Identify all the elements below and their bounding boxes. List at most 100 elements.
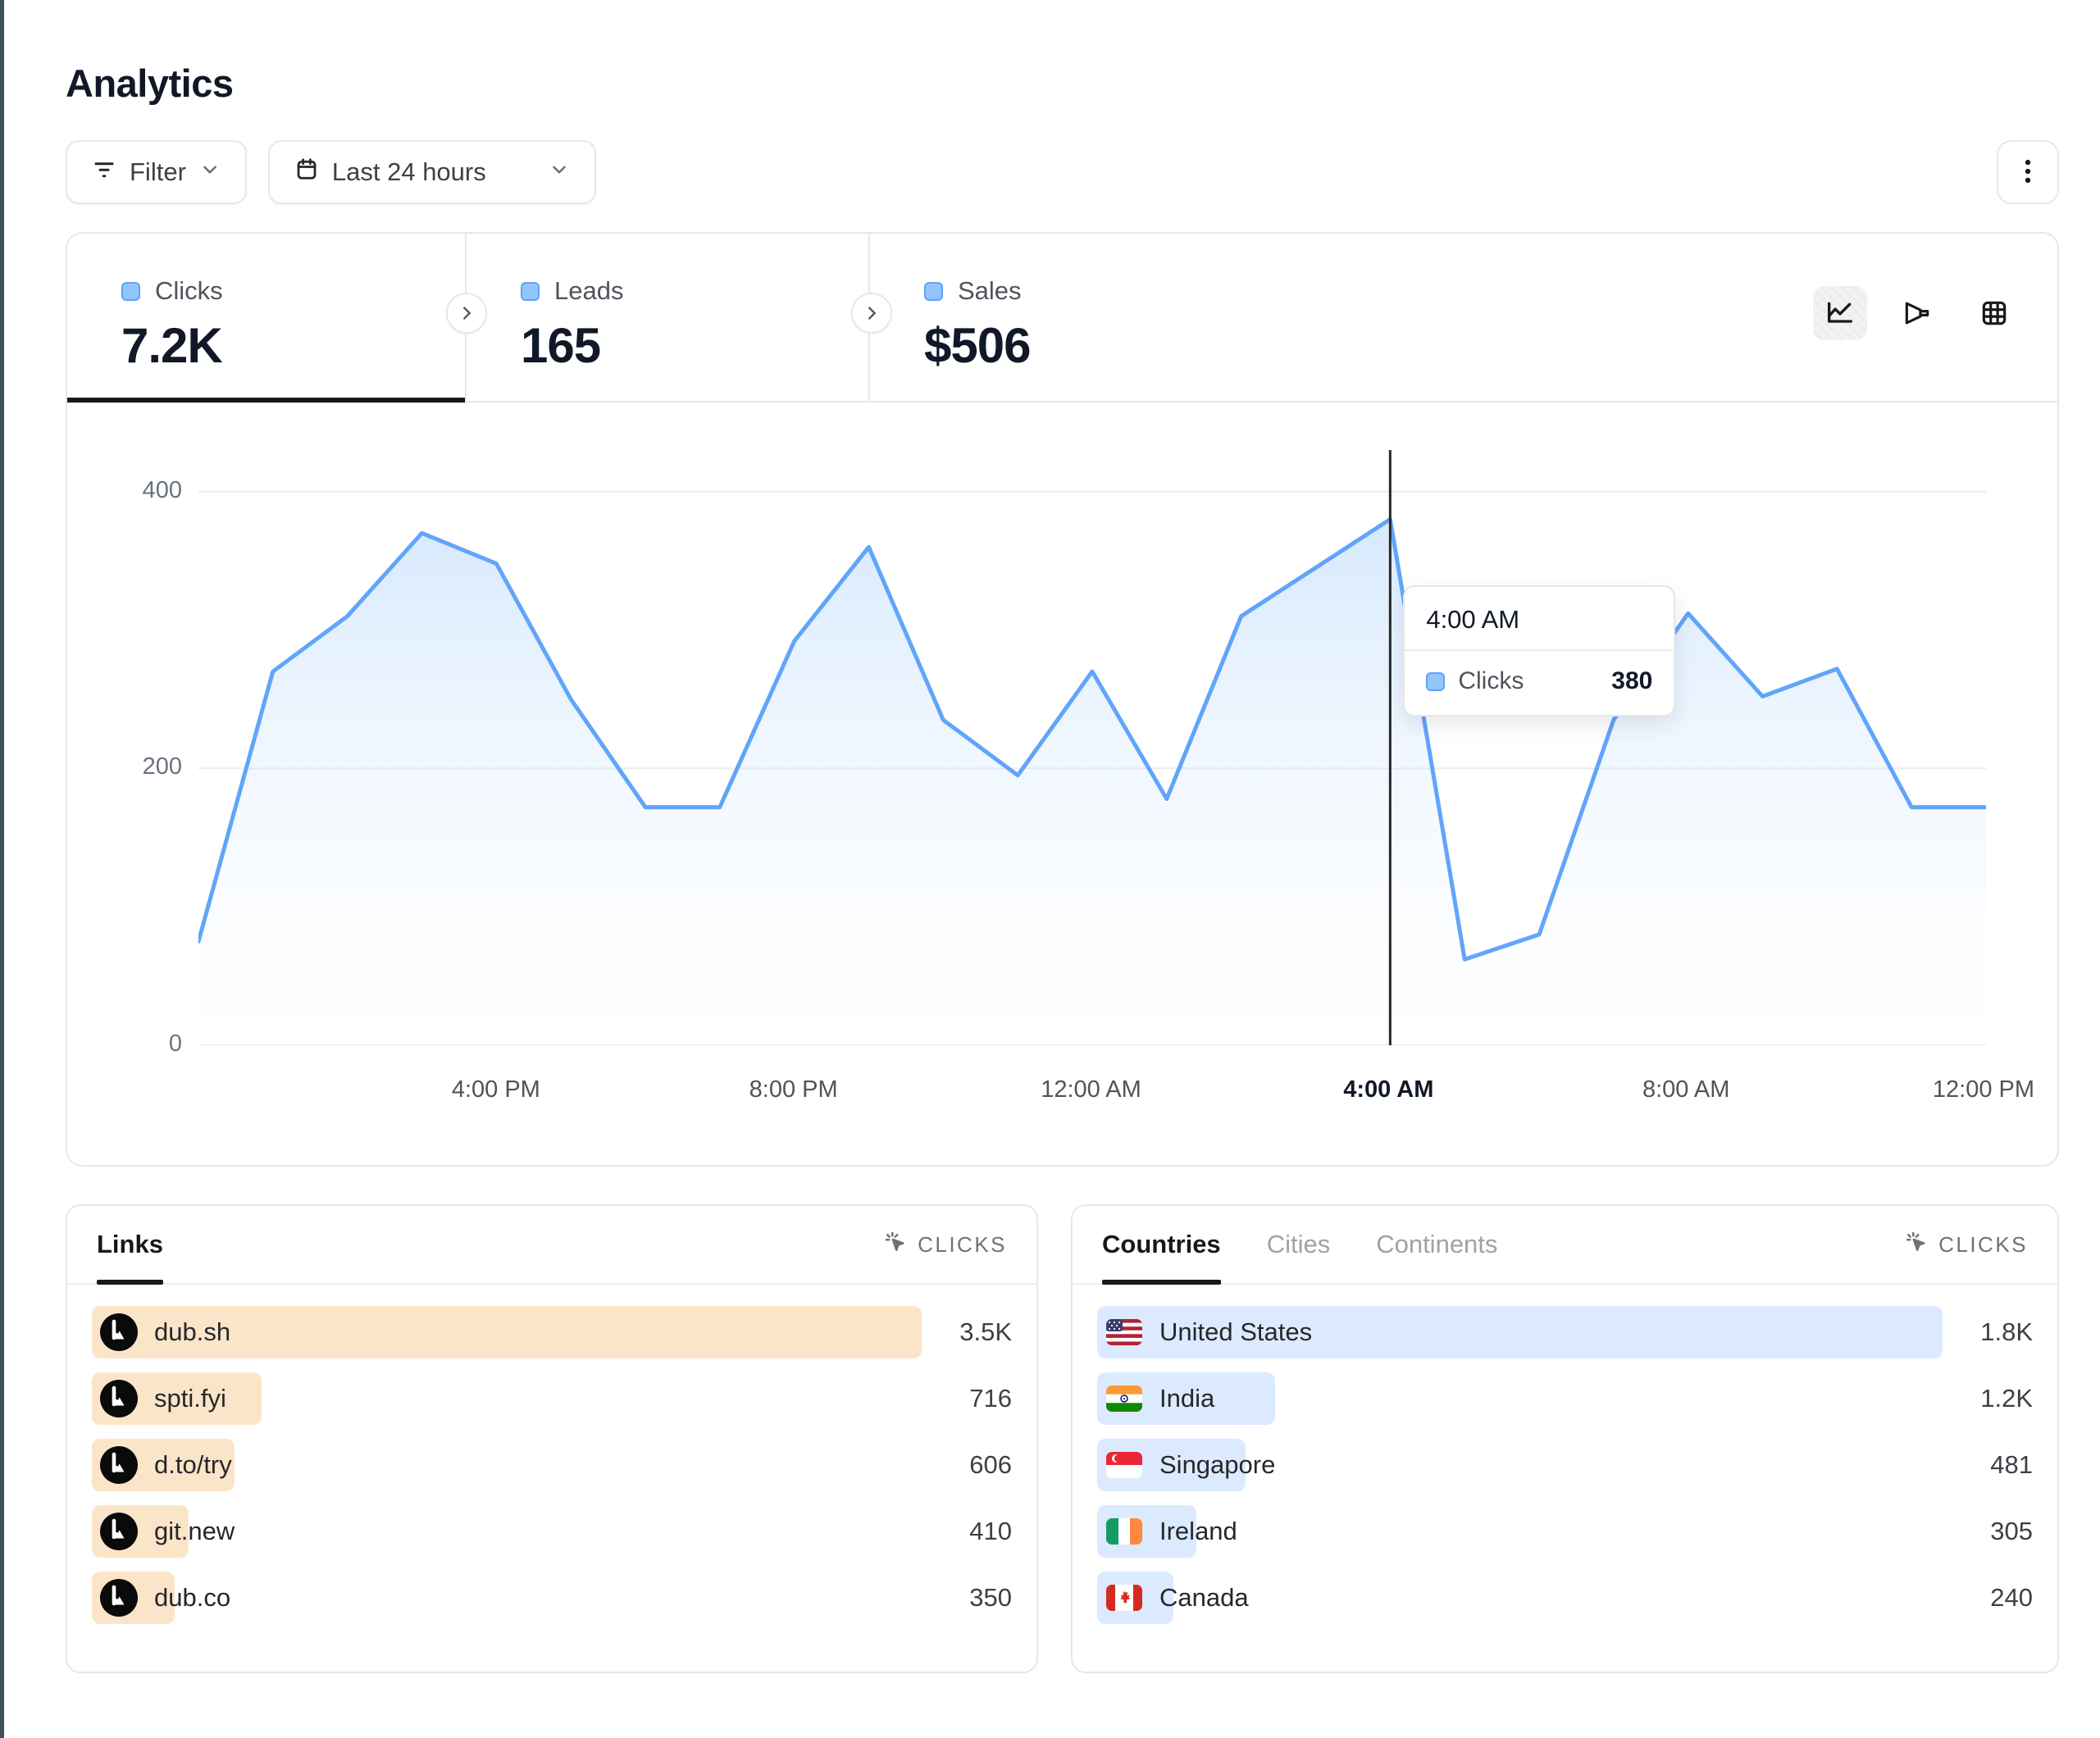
x-tick-label: 8:00 AM xyxy=(1642,1076,1730,1103)
in-flag-icon xyxy=(1105,1380,1143,1417)
item-label: dub.sh xyxy=(154,1317,231,1346)
x-tick-label: 12:00 AM xyxy=(1041,1076,1141,1103)
date-range-label: Last 24 hours xyxy=(331,157,486,186)
filter-button[interactable]: Filter xyxy=(66,140,247,204)
ca-flag-icon xyxy=(1105,1579,1143,1617)
locations-metric-header[interactable]: CLICKS xyxy=(1904,1206,2028,1283)
item-value: 350 xyxy=(969,1583,1012,1612)
window-edge xyxy=(0,0,4,1738)
item-value: 606 xyxy=(969,1450,1012,1479)
y-tick-label: 0 xyxy=(168,1031,182,1057)
list-item-git-new[interactable]: git.new 410 xyxy=(92,1505,1012,1558)
page-title: Analytics xyxy=(66,61,234,105)
item-label: Singapore xyxy=(1159,1450,1276,1479)
item-value: 716 xyxy=(969,1384,1012,1413)
list-item-d-to-try[interactable]: d.to/try 606 xyxy=(92,1439,1012,1491)
chevron-down-icon xyxy=(199,157,221,187)
list-item-united-states[interactable]: United States 1.8K xyxy=(1097,1306,2033,1358)
chart-tooltip: 4:00 AM Clicks 380 xyxy=(1403,585,1676,717)
item-label: India xyxy=(1159,1384,1215,1413)
x-tick-label: 8:00 PM xyxy=(749,1076,838,1103)
stat-value: 7.2K xyxy=(121,318,223,373)
dub-logo-icon xyxy=(100,1446,138,1484)
cursor-click-icon xyxy=(1904,1230,1929,1260)
item-label: dub.co xyxy=(154,1583,231,1612)
list-item-dub-co[interactable]: dub.co 350 xyxy=(92,1572,1012,1624)
ie-flag-icon xyxy=(1105,1513,1143,1550)
metric-label: CLICKS xyxy=(918,1231,1007,1257)
line-chart-view-button[interactable] xyxy=(1813,286,1867,340)
stat-value: 165 xyxy=(521,318,601,373)
item-value: 481 xyxy=(1990,1450,2033,1479)
item-label: d.to/try xyxy=(154,1450,232,1479)
links-panel: Links CLICKS dub.sh 3.5K spti.fyi 716 xyxy=(66,1204,1038,1673)
sg-flag-icon xyxy=(1105,1446,1143,1484)
item-label: United States xyxy=(1159,1317,1313,1346)
table-view-button[interactable] xyxy=(1967,286,2021,340)
tooltip-series-swatch-icon xyxy=(1426,671,1446,691)
x-axis: 4:00 PM 8:00 PM 12:00 AM 4:00 AM 8:00 AM 12:0… xyxy=(198,1045,2034,1119)
tab-leads[interactable]: Leads 165 xyxy=(467,234,870,401)
more-options-button[interactable] xyxy=(1997,140,2059,204)
x-tick-label: 4:00 AM xyxy=(1343,1076,1434,1103)
dub-logo-icon xyxy=(100,1513,138,1550)
chevron-down-icon xyxy=(549,157,570,187)
list-item-canada[interactable]: Canada 240 xyxy=(1097,1572,2033,1624)
item-value: 1.8K xyxy=(1980,1317,2033,1346)
item-value: 410 xyxy=(969,1517,1012,1545)
dub-logo-icon xyxy=(100,1313,138,1351)
links-metric-header[interactable]: CLICKS xyxy=(883,1206,1007,1283)
clicks-area-chart[interactable]: 0 200 400 4:00 PM 8:00 PM 12:00 AM 4:00 AM 8:0… xyxy=(143,450,2034,1103)
clicks-swatch-icon xyxy=(121,281,140,301)
chart-view-switcher xyxy=(1813,286,2021,340)
stat-divider-chevron-button[interactable] xyxy=(851,293,892,334)
us-flag-icon xyxy=(1105,1313,1143,1351)
stat-label: Leads xyxy=(554,276,624,305)
tooltip-series-label: Clicks xyxy=(1458,667,1524,694)
tab-sales[interactable]: Sales $506 xyxy=(870,234,2057,401)
stat-value: $506 xyxy=(924,318,1031,373)
y-axis: 0 200 400 xyxy=(92,450,182,1057)
analytics-chart-card: Clicks 7.2K Leads 165 Sales $506 xyxy=(66,232,2059,1167)
tab-links[interactable]: Links xyxy=(97,1206,163,1285)
toolbar: Filter Last 24 hours xyxy=(66,140,2059,204)
value-bar xyxy=(1097,1306,1943,1358)
sales-swatch-icon xyxy=(924,281,943,301)
y-tick-label: 200 xyxy=(142,753,182,780)
tab-cities[interactable]: Cities xyxy=(1266,1230,1331,1258)
item-value: 1.2K xyxy=(1980,1384,2033,1413)
item-label: git.new xyxy=(154,1517,235,1545)
cursor-click-icon xyxy=(883,1230,908,1260)
metric-label: CLICKS xyxy=(1938,1231,2028,1257)
locations-panel: Countries Cities Continents CLICKS United … xyxy=(1071,1204,2059,1673)
x-tick-label: 4:00 PM xyxy=(451,1076,540,1103)
chart-plot xyxy=(198,450,1986,1045)
item-label: Canada xyxy=(1159,1583,1249,1612)
dub-logo-icon xyxy=(100,1380,138,1417)
list-item-ireland[interactable]: Ireland 305 xyxy=(1097,1505,2033,1558)
list-item-dub-sh[interactable]: dub.sh 3.5K xyxy=(92,1306,1012,1358)
funnel-view-button[interactable] xyxy=(1890,286,1944,340)
stat-divider-chevron-button[interactable] xyxy=(446,293,487,334)
list-item-spti-fyi[interactable]: spti.fyi 716 xyxy=(92,1372,1012,1425)
calendar-icon xyxy=(294,157,319,188)
list-item-india[interactable]: India 1.2K xyxy=(1097,1372,2033,1425)
item-value: 305 xyxy=(1990,1517,2033,1545)
stats-header: Clicks 7.2K Leads 165 Sales $506 xyxy=(67,234,2057,403)
x-tick-label: 12:00 PM xyxy=(1932,1076,2035,1103)
value-bar xyxy=(92,1306,922,1358)
tooltip-series-value: 380 xyxy=(1611,667,1653,694)
stat-label: Clicks xyxy=(155,276,223,305)
dub-logo-icon xyxy=(100,1579,138,1617)
analytics-page: Analytics Filter Last 24 hours xyxy=(66,0,2059,1673)
filter-button-label: Filter xyxy=(130,157,186,186)
leads-swatch-icon xyxy=(521,281,540,301)
date-range-button[interactable]: Last 24 hours xyxy=(267,140,596,204)
list-item-singapore[interactable]: Singapore 481 xyxy=(1097,1439,2033,1491)
kebab-icon xyxy=(2016,157,2040,188)
tab-continents[interactable]: Continents xyxy=(1376,1230,1498,1258)
tab-countries[interactable]: Countries xyxy=(1102,1206,1221,1285)
filter-icon xyxy=(92,157,116,188)
item-value: 3.5K xyxy=(959,1317,1012,1346)
tab-clicks[interactable]: Clicks 7.2K xyxy=(67,234,467,403)
